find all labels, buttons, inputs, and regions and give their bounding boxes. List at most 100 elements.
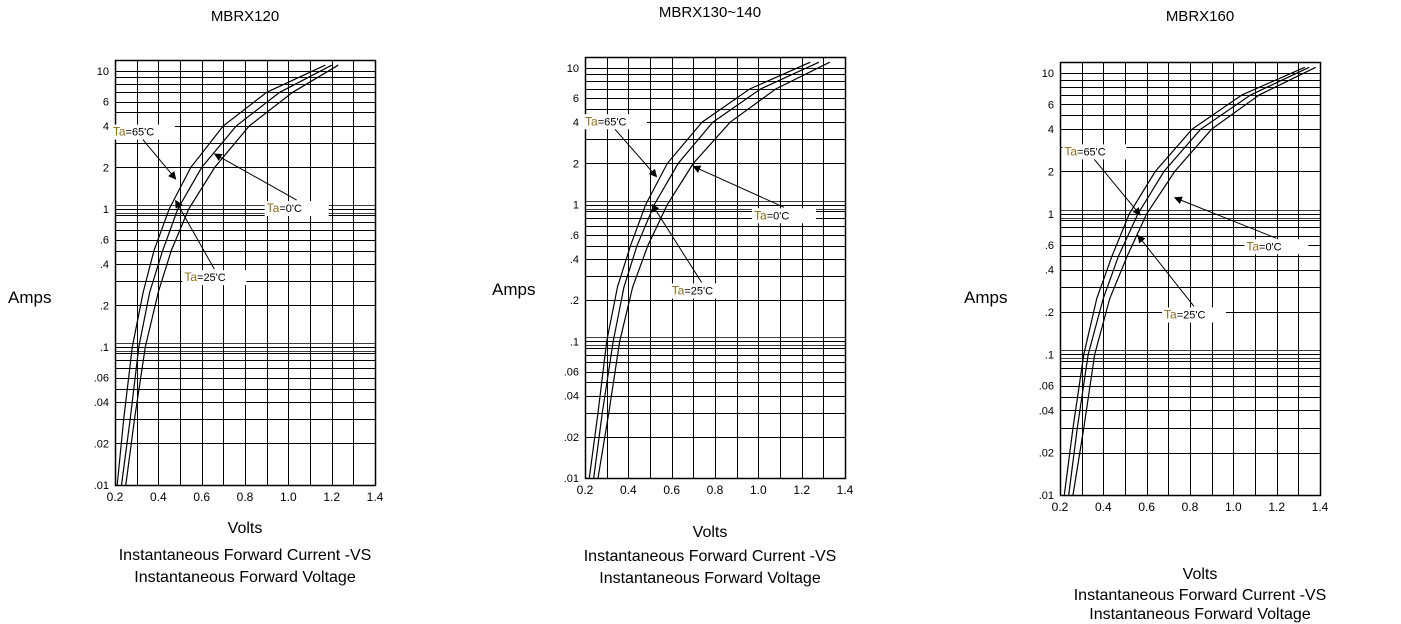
series-line-1 [1068,66,1310,496]
annotation-2: Ta=0'C [1173,196,1309,255]
y-tick-label: 1 [103,204,109,216]
annotation-arrow [1173,196,1277,239]
series-line-2 [125,64,339,486]
y-tick-label: .4 [100,259,109,271]
y-tick-label: 10 [567,63,579,75]
chart-panel-mbrx120: MBRX120 Amps 10 6 4 2 1.6.4.2.1.06.04.02.01 0… [0,0,460,613]
y-axis-label: Amps [964,288,1008,307]
annotation-2: Ta=0'C [213,153,329,217]
chart-title: MBRX130~140 [658,4,762,21]
chart-panel-mbrx160: MBRX160 Amps 10 6 4 2 1.6.4.2.1.06.04.02.01 0… [940,0,1400,623]
annotation-background [264,201,329,217]
x-axis-label: Volts [227,520,263,537]
plot-svg: 10 6 4 2 1 .6 .4 .2 .1 .06 .04 .02 .010.2 0.4 0.6 0.8 1.… [564,56,854,497]
x-axis-label: Volts [692,524,728,541]
y-tick-label: .2 [1045,307,1054,319]
y-tick-label: .04 [1039,405,1054,417]
annotation-arrow [1137,234,1195,307]
y-tick-label: .06 [94,373,109,385]
annotation-background [110,124,175,140]
y-tick-label: 1 [573,200,579,212]
y-tick-label: .01 [1039,490,1054,502]
annotation-label: Ta=25'C [672,283,713,297]
y-tick-label: .2 [100,300,109,312]
annotation-arrow [651,203,703,283]
y-tick-label: .1 [100,342,109,354]
y-axis-label: Amps [8,288,52,307]
chart-panel-mbrx130-140: MBRX130~140 Amps 10 6 4 2 1 .6 .4 .2 .1 .06 .04 .02… [470,0,930,613]
x-tick-label: 0.2 [1052,500,1069,514]
annotation-arrow [1093,159,1141,216]
x-axis-label: Volts [1182,566,1218,583]
series-line-2 [1072,66,1316,496]
y-tick-label: .06 [564,367,579,379]
series-line-0 [1063,66,1306,496]
x-tick-label: 0.4 [620,483,637,497]
annotation-background [583,114,647,130]
y-tick-label: 6 [1048,99,1054,111]
chart-title: MBRX160 [1165,8,1235,25]
y-tick-label: .6 [570,230,579,242]
x-tick-label: 1.0 [750,483,767,497]
y-tick-label: 2 [1048,166,1054,178]
annotation-background [1062,144,1127,160]
y-tick-label: .1 [1045,349,1054,361]
y-tick-label: .4 [570,254,579,266]
annotation-label: Ta=25'C [1164,307,1205,321]
x-tick-label: 0.8 [707,483,724,497]
caption-line-2: Instantaneous Forward Voltage [1089,606,1311,623]
annotation-label: Ta=0'C [267,201,302,215]
x-tick-label: 0.4 [1095,500,1112,514]
annotation-1: Ta=25'C [175,199,247,286]
y-tick-label: .6 [1045,240,1054,252]
annotation-0: Ta=65'C [583,114,658,178]
y-tick-label: .04 [94,397,109,409]
plot-frame [114,59,377,487]
series-line-0 [116,64,326,486]
annotation-background [752,208,816,224]
chart-title: MBRX120 [210,8,280,25]
annotation-1: Ta=25'C [1137,234,1226,323]
x-tick-label: 0.4 [150,490,167,504]
caption: Instantaneous Forward Current -VS Instan… [95,545,395,589]
x-tick-label: 0.8 [1182,500,1199,514]
annotation-1: Ta=25'C [651,203,734,299]
x-tick-label: 0.8 [237,490,254,504]
y-tick-label: 1 [1048,209,1054,221]
y-tick-label: .4 [1045,265,1054,277]
caption-line-2: Instantaneous Forward Voltage [599,570,821,587]
y-tick-label: 6 [573,93,579,105]
x-tick-label: 0.6 [663,483,680,497]
annotation-label: Ta=0'C [1246,239,1281,253]
y-tick-label: 10 [1042,68,1054,80]
y-tick-label: .04 [564,391,579,403]
y-tick-label: .1 [570,336,579,348]
plot-svg: 10 6 4 2 1 .6 .4 .2 .1 .06 .04 .02 .010.2 0.4 0.6 0.8 1.… [94,59,384,504]
caption-line-1: Instantaneous Forward Current -VS [583,548,837,565]
plot-frame [584,56,847,480]
x-tick-label: 1.4 [367,490,384,504]
annotation-label: Ta=25'C [184,270,225,284]
caption: Instantaneous Forward Current -VS Instan… [560,546,860,590]
y-tick-label: .01 [94,480,109,492]
caption-line-2: Instantaneous Forward Voltage [134,569,356,586]
series-line-0 [588,61,811,479]
x-tick-label: 1.2 [1268,500,1285,514]
annotation-arrow [213,153,297,201]
annotation-label: Ta=65'C [585,114,626,128]
annotation-background [1162,307,1226,323]
y-tick-label: .02 [1039,448,1054,460]
caption-line-1: Instantaneous Forward Current -VS [1073,587,1327,604]
y-tick-label: 2 [573,158,579,170]
grid [1060,62,1321,496]
x-tick-label: 1.2 [793,483,810,497]
annotation-background [669,283,734,299]
x-tick-label: 0.2 [107,490,124,504]
y-tick-label: 6 [103,97,109,109]
series-line-1 [593,61,820,479]
x-tick-label: 1.4 [1312,500,1329,514]
y-axis-label: Amps [492,280,536,299]
series-line-1 [120,64,332,486]
annotation-label: Ta=0'C [754,208,789,222]
grid [585,57,846,479]
